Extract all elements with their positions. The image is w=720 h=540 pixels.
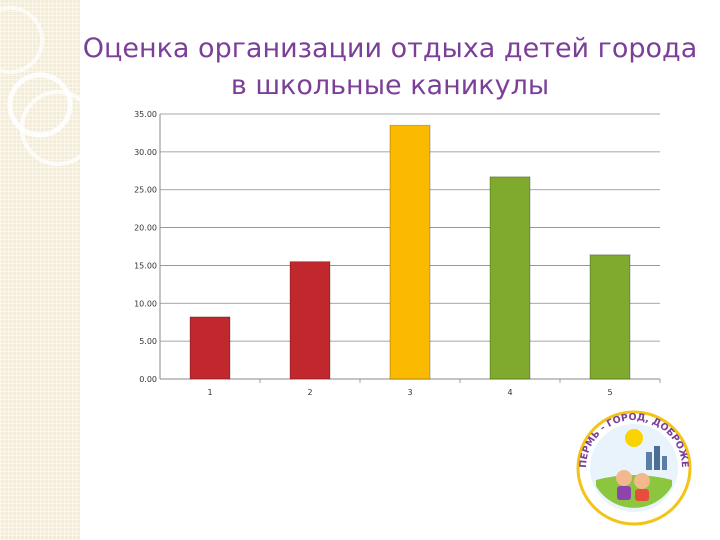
page-title: Оценка организации отдыха детей города в…	[80, 30, 700, 104]
y-tick-label: 20.00	[134, 224, 157, 233]
bar-4	[489, 176, 531, 380]
y-tick-label: 35.00	[134, 110, 157, 119]
x-tick-label: 2	[307, 388, 312, 397]
y-tick-label: 30.00	[134, 148, 157, 157]
city-logo: ПЕРМЬ - ГОРОД, ДОБРОЖЕЛАТЕЛЬНЫЙ К ДЕТЯМ	[574, 408, 692, 526]
decorative-circles	[0, 6, 80, 166]
bar-5	[589, 254, 631, 380]
title-line-1: Оценка организации отдыха детей города	[82, 33, 698, 64]
decorative-side-strip	[0, 0, 80, 540]
x-tick-label: 5	[607, 388, 612, 397]
bar-3	[389, 124, 431, 380]
x-tick-label: 4	[507, 388, 512, 397]
y-tick-label: 15.00	[134, 261, 157, 270]
x-tick-label: 1	[207, 388, 212, 397]
y-tick-label: 10.00	[134, 299, 157, 308]
y-tick-label: 0.00	[139, 375, 157, 384]
x-tick-label: 3	[407, 388, 412, 397]
y-tick-label: 25.00	[134, 186, 157, 195]
bar-2	[289, 261, 331, 380]
title-line-2: в школьные каникулы	[230, 70, 550, 101]
bar-1	[189, 316, 231, 380]
y-tick-label: 5.00	[139, 337, 157, 346]
